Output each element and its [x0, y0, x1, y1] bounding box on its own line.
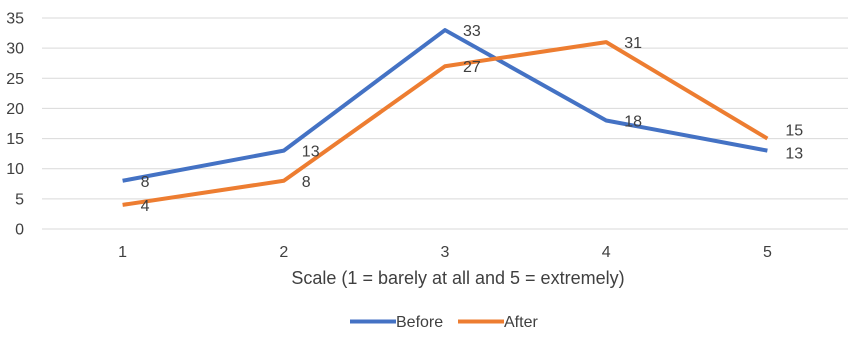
x-tick-label: 4 [602, 244, 611, 261]
x-axis-title: Scale (1 = barely at all and 5 = extreme… [291, 268, 624, 288]
data-labels: 8 13 33 18 13 4 8 27 31 15 [141, 23, 804, 215]
y-tick-label: 0 [15, 222, 24, 239]
y-tick-label: 5 [15, 191, 24, 208]
data-label-after: 4 [141, 198, 150, 215]
y-tick-label: 30 [6, 41, 24, 58]
data-label-after: 8 [302, 174, 311, 191]
x-axis-tick-labels: 1 2 3 4 5 [118, 244, 772, 261]
data-label-before: 18 [624, 113, 642, 130]
legend: Before After [350, 314, 538, 331]
series-line-before [122, 28, 768, 183]
data-label-before: 13 [785, 146, 803, 163]
data-label-after: 27 [463, 59, 481, 76]
y-tick-label: 20 [6, 101, 24, 118]
legend-label-after: After [504, 314, 538, 331]
legend-label-before: Before [396, 314, 443, 331]
data-label-after: 31 [624, 35, 642, 52]
y-tick-label: 25 [6, 71, 24, 88]
series-line-after [122, 40, 769, 207]
y-axis-tick-labels: 0 5 10 15 20 25 30 35 [6, 11, 24, 239]
data-label-before: 8 [141, 174, 150, 191]
x-tick-label: 5 [763, 244, 772, 261]
data-label-after: 15 [785, 123, 803, 140]
x-tick-label: 3 [441, 244, 450, 261]
series-lines [122, 28, 769, 207]
y-tick-label: 10 [6, 161, 24, 178]
y-tick-label: 35 [6, 11, 24, 28]
x-tick-label: 2 [279, 244, 288, 261]
x-tick-label: 1 [118, 244, 127, 261]
data-label-before: 33 [463, 23, 481, 40]
y-tick-label: 15 [6, 131, 24, 148]
data-label-before: 13 [302, 144, 320, 161]
